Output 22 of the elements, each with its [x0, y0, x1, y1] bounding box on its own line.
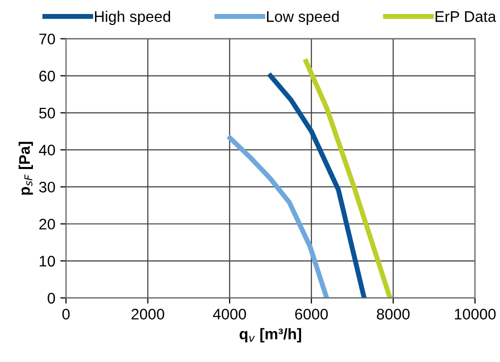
y-tick-label: 70: [39, 34, 55, 44]
line-series: [268, 73, 367, 298]
y-tick-label: 30: [39, 182, 55, 193]
x-tick-label: 8000: [376, 308, 410, 320]
line-series: [304, 58, 392, 298]
legend-label: Low speed: [267, 10, 339, 25]
x-tick-label: 4000: [212, 308, 246, 320]
legend-label: High speed: [95, 10, 170, 25]
line-series: [228, 136, 330, 298]
legend-label: ErP Data: [436, 11, 496, 22]
y-tick-label: 60: [39, 70, 55, 82]
y-tick-label: 10: [40, 256, 55, 267]
x-axis-title: q$_{v}$ [m³/h]: [240, 328, 302, 342]
y-tick-label: 40: [38, 144, 55, 156]
y-tick-label: 0: [48, 292, 55, 304]
y-tick-label: 20: [39, 218, 55, 230]
y-axis-title: p$_{sF}$ [Pa]: [18, 142, 33, 195]
x-tick-label: 6000: [295, 308, 328, 320]
y-tick-label: 50: [39, 108, 55, 118]
x-tick-label: 2000: [132, 308, 164, 320]
x-tick-label: 0: [62, 308, 70, 320]
x-tick-label: 10000: [454, 308, 496, 320]
